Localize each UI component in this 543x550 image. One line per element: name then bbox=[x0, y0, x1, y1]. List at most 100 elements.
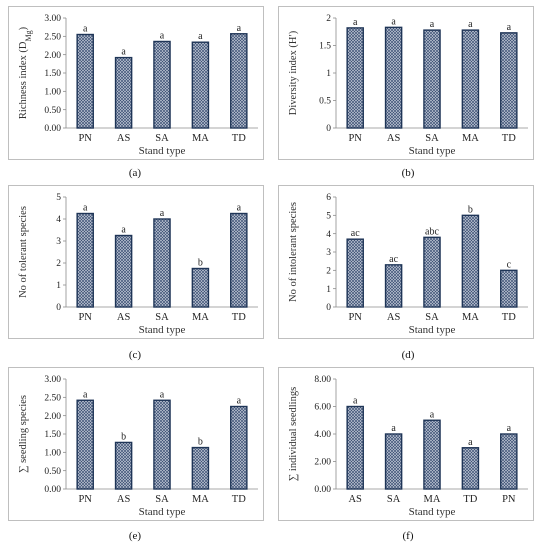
chart-panel-e: 0.00 0.50 1.00 1.50 2.00 2.50 3.00 a PN b AS a SA b MA… bbox=[8, 367, 264, 521]
x-tick-label: MA bbox=[192, 312, 209, 323]
significance-letter: abc bbox=[425, 226, 439, 237]
x-tick-label: TD bbox=[232, 133, 246, 144]
x-axis-title: Stand type bbox=[139, 145, 186, 157]
bar-ma bbox=[461, 214, 480, 308]
y-tick-label: 1.00 bbox=[44, 88, 61, 98]
y-tick-label: 2 bbox=[326, 14, 331, 24]
significance-letter: b bbox=[121, 431, 126, 442]
x-axis-title: Stand type bbox=[409, 324, 456, 336]
chart-frame bbox=[8, 185, 264, 339]
y-tick-label: 0.00 bbox=[314, 485, 331, 495]
x-tick-label: SA bbox=[425, 133, 439, 144]
bar-as bbox=[384, 26, 403, 129]
bar-sa bbox=[153, 218, 171, 308]
panel-label-f: (f) bbox=[402, 530, 414, 542]
x-tick-label: TD bbox=[502, 312, 516, 323]
chart-panel-b: 0 0.5 1 1.5 2 a PN a AS a SA a MA a TD Stand type Divers… bbox=[278, 6, 534, 160]
bar-td bbox=[500, 269, 518, 308]
x-tick-label: SA bbox=[387, 494, 401, 505]
y-tick-label: 2.00 bbox=[44, 51, 61, 61]
chart-panel-a: 0.00 0.50 1.00 1.50 2.00 2.50 3.00 a PN a AS a SA a MA… bbox=[8, 6, 264, 160]
y-axis-title: ∑ individual seedlings bbox=[288, 387, 299, 481]
y-tick-label: 4.00 bbox=[314, 430, 331, 440]
bar-td bbox=[461, 447, 480, 490]
panel-label-d: (d) bbox=[401, 349, 415, 361]
x-tick-label: MA bbox=[462, 312, 479, 323]
y-tick-label: 2.00 bbox=[44, 412, 61, 422]
significance-letter: a bbox=[430, 409, 435, 420]
significance-letter: a bbox=[430, 19, 435, 30]
significance-letter: a bbox=[83, 24, 88, 35]
panel-label-e: (e) bbox=[128, 530, 142, 542]
significance-letter: a bbox=[121, 47, 126, 58]
significance-letter: b bbox=[468, 204, 473, 215]
panel-label-b: (b) bbox=[401, 167, 415, 179]
significance-letter: a bbox=[160, 389, 165, 400]
significance-letter: ac bbox=[351, 228, 360, 239]
bar-pn bbox=[500, 433, 518, 490]
y-tick-label: 1 bbox=[56, 281, 61, 291]
y-tick-label: 1.00 bbox=[44, 449, 61, 459]
significance-letter: a bbox=[353, 17, 358, 28]
y-axis-title: Diversity index (H′) bbox=[288, 30, 299, 115]
y-axis-title: No of intolerant species bbox=[288, 202, 299, 302]
x-tick-label: AS bbox=[117, 133, 131, 144]
x-tick-label: AS bbox=[387, 312, 401, 323]
x-tick-label: SA bbox=[425, 312, 439, 323]
significance-letter: a bbox=[391, 423, 396, 434]
significance-letter: a bbox=[507, 423, 512, 434]
bar-as bbox=[346, 405, 364, 490]
significance-letter: a bbox=[121, 225, 126, 236]
panel-label-c: (c) bbox=[128, 349, 142, 361]
bar-as bbox=[114, 441, 133, 490]
y-tick-label: 0.50 bbox=[44, 467, 61, 477]
significance-letter: a bbox=[468, 19, 473, 30]
bar-pn bbox=[76, 399, 94, 490]
significance-letter: b bbox=[198, 258, 203, 269]
x-tick-label: MA bbox=[192, 133, 209, 144]
chart-frame bbox=[8, 6, 264, 160]
y-tick-label: 2 bbox=[56, 259, 61, 269]
x-tick-label: MA bbox=[192, 494, 209, 505]
y-tick-label: 4 bbox=[56, 215, 61, 225]
chart-panel-d: 0 1 2 3 4 5 6 ac PN ac AS abc SA b MA c TD Stand type No o… bbox=[278, 185, 534, 339]
y-tick-label: 0.00 bbox=[44, 124, 61, 134]
chart-b-svg: 0 0.5 1 1.5 2 a PN a AS a SA a MA a TD Stand type Divers… bbox=[278, 6, 534, 160]
significance-letter: a bbox=[237, 396, 242, 407]
y-axis-title: No of tolerant species bbox=[18, 206, 29, 298]
y-tick-label: 0.50 bbox=[44, 106, 61, 116]
bar-ma bbox=[423, 419, 441, 490]
significance-letter: a bbox=[353, 396, 358, 407]
x-tick-label: PN bbox=[348, 133, 362, 144]
chart-f-svg: 0.00 2.00 4.00 6.00 8.00 a AS a SA a MA a TD a PN Stand… bbox=[278, 367, 534, 521]
bar-sa bbox=[384, 433, 403, 490]
x-tick-label: MA bbox=[462, 133, 479, 144]
y-tick-label: 2.50 bbox=[44, 33, 61, 43]
significance-letter: a bbox=[507, 22, 512, 33]
significance-letter: a bbox=[237, 23, 242, 34]
chart-frame bbox=[278, 6, 534, 160]
x-axis-title: Stand type bbox=[409, 145, 456, 157]
x-tick-label: AS bbox=[117, 494, 131, 505]
y-tick-label: 0.00 bbox=[44, 485, 61, 495]
bar-td bbox=[230, 33, 248, 129]
y-tick-label: 0.5 bbox=[319, 97, 331, 107]
y-tick-label: 0 bbox=[56, 303, 61, 313]
bar-ma bbox=[461, 29, 480, 129]
significance-letter: a bbox=[391, 16, 396, 27]
y-tick-label: 3 bbox=[326, 248, 331, 258]
y-tick-label: 0 bbox=[326, 303, 331, 313]
chart-a-svg: 0.00 0.50 1.00 1.50 2.00 2.50 3.00 a PN a AS a SA a MA… bbox=[8, 6, 264, 160]
y-tick-label: 1.50 bbox=[44, 430, 61, 440]
x-tick-label: PN bbox=[78, 494, 92, 505]
y-tick-label: 3.00 bbox=[44, 14, 61, 24]
bar-ma bbox=[191, 267, 210, 308]
x-tick-label: SA bbox=[155, 312, 169, 323]
y-tick-label: 6.00 bbox=[314, 403, 331, 413]
x-axis-title: Stand type bbox=[139, 324, 186, 336]
bar-sa bbox=[423, 236, 441, 308]
bar-td bbox=[500, 32, 518, 129]
significance-letter: a bbox=[160, 208, 165, 219]
y-tick-label: 1 bbox=[326, 69, 331, 79]
y-axis-title: ∑ seedling species bbox=[18, 395, 29, 473]
